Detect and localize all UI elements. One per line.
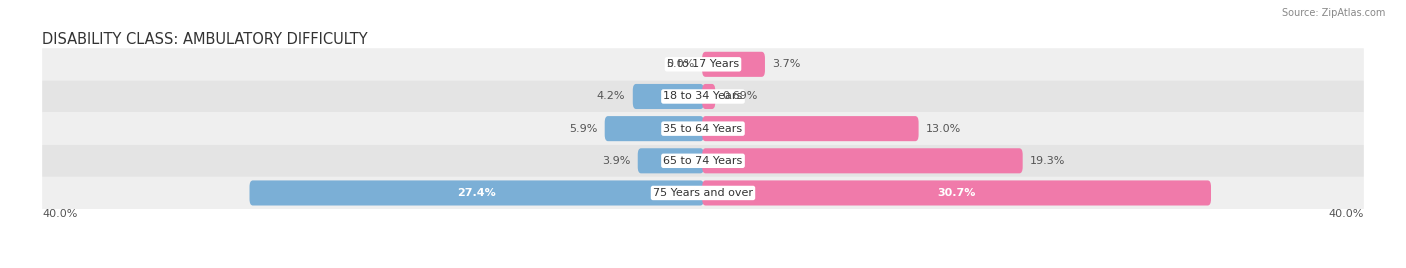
FancyBboxPatch shape [633,84,704,109]
FancyBboxPatch shape [605,116,704,141]
Text: 18 to 34 Years: 18 to 34 Years [664,91,742,102]
Text: 0.69%: 0.69% [723,91,758,102]
Text: DISABILITY CLASS: AMBULATORY DIFFICULTY: DISABILITY CLASS: AMBULATORY DIFFICULTY [42,32,368,47]
FancyBboxPatch shape [702,84,716,109]
Text: 27.4%: 27.4% [457,188,496,198]
Text: 5 to 17 Years: 5 to 17 Years [666,59,740,69]
Text: 40.0%: 40.0% [42,209,77,219]
FancyBboxPatch shape [42,48,1364,80]
FancyBboxPatch shape [702,148,1022,173]
Text: 19.3%: 19.3% [1031,156,1066,166]
FancyBboxPatch shape [638,148,704,173]
Text: 5.9%: 5.9% [569,124,598,134]
FancyBboxPatch shape [42,113,1364,145]
Text: 30.7%: 30.7% [938,188,976,198]
Text: 3.7%: 3.7% [772,59,801,69]
Text: 3.9%: 3.9% [602,156,630,166]
Text: Source: ZipAtlas.com: Source: ZipAtlas.com [1281,8,1385,18]
FancyBboxPatch shape [42,80,1364,113]
Text: 75 Years and over: 75 Years and over [652,188,754,198]
FancyBboxPatch shape [42,145,1364,177]
FancyBboxPatch shape [702,180,1211,206]
Text: 65 to 74 Years: 65 to 74 Years [664,156,742,166]
FancyBboxPatch shape [249,180,704,206]
Text: 40.0%: 40.0% [1329,209,1364,219]
Text: 35 to 64 Years: 35 to 64 Years [664,124,742,134]
FancyBboxPatch shape [702,52,765,77]
FancyBboxPatch shape [702,116,918,141]
FancyBboxPatch shape [42,177,1364,209]
Text: 4.2%: 4.2% [598,91,626,102]
Text: 0.0%: 0.0% [666,59,695,69]
Text: 13.0%: 13.0% [927,124,962,134]
